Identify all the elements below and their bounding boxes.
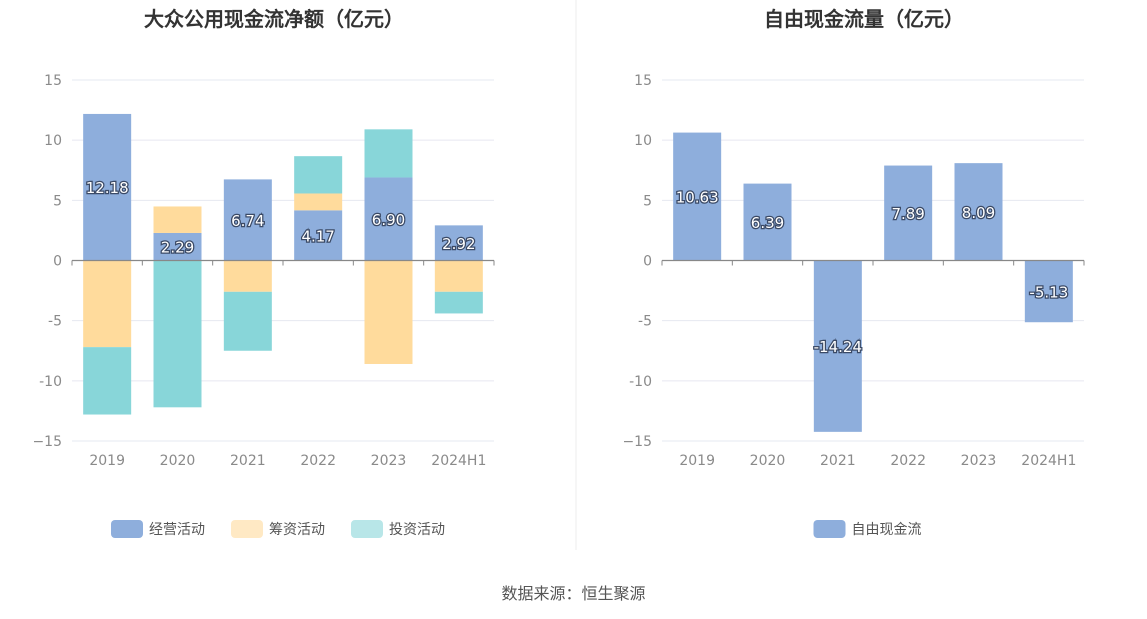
bar-3-2019 (83, 347, 132, 415)
data-label: -14.24 (814, 338, 862, 356)
y-tick-label: 15 (634, 73, 652, 89)
data-label: 2.92 (442, 235, 475, 253)
bar-3-2020 (153, 260, 202, 408)
chart-title: 自由现金流量（亿元） (764, 7, 964, 31)
y-tick-label: −15 (32, 434, 62, 450)
legend-item: 投资活动 (351, 520, 445, 538)
x-tick-label: 2019 (679, 453, 715, 469)
x-tick-label: 2022 (300, 453, 336, 469)
bar-2-2022 (294, 193, 343, 211)
x-tick-label: 2019 (89, 453, 125, 469)
y-tick-label: -10 (629, 374, 652, 390)
legend-item: 自由现金流 (813, 520, 922, 538)
y-tick-label: 10 (634, 133, 652, 149)
bar-1-2023 (954, 163, 1003, 261)
bar-1-2022 (294, 210, 343, 261)
data-label: 12.18 (86, 179, 129, 197)
chart-1: 大众公用现金流净额（亿元） 15 10 5 0 -5 -10 −15 12.18 2.29 6.74… (32, 7, 495, 538)
y-tick-label: 5 (53, 193, 62, 209)
data-label: 10.63 (676, 189, 719, 207)
data-label: 7.89 (891, 205, 924, 223)
data-label: 4.17 (301, 227, 334, 245)
data-source-note: 数据来源：恒生聚源 (501, 584, 646, 603)
legend-swatch (231, 520, 263, 538)
data-label: 2.29 (161, 239, 194, 257)
bar-3-2021 (223, 291, 272, 351)
legend-item: 筹资活动 (231, 520, 325, 538)
legend-swatch (111, 520, 143, 538)
x-tick-label: 2024H1 (1021, 453, 1076, 469)
y-tick-label: 0 (53, 254, 62, 270)
y-tick-label: -5 (48, 314, 62, 330)
x-tick-label: 2021 (820, 453, 856, 469)
bar-1-2020 (153, 232, 202, 261)
chart-title: 大众公用现金流净额（亿元） (144, 7, 404, 31)
charts-container: 大众公用现金流净额（亿元） 15 10 5 0 -5 -10 −15 12.18 2.29 6.74… (32, 0, 1085, 550)
bar-2-2021 (223, 260, 272, 292)
x-tick-label: 2021 (230, 453, 266, 469)
bar-3-2023 (364, 129, 413, 178)
bar-1-2022 (884, 165, 933, 261)
x-tick-label: 2020 (160, 453, 196, 469)
bar-1-2021 (813, 260, 862, 432)
bar-3-2022 (294, 156, 343, 194)
bar-2-2020 (153, 206, 202, 233)
bar-1-2019 (83, 113, 132, 261)
chart-2: 自由现金流量（亿元） 15 10 5 0 -5 -10 −15 10.63 6.39 -14.24 7… (622, 7, 1085, 538)
y-tick-label: 15 (44, 73, 62, 89)
x-tick-label: 2022 (890, 453, 926, 469)
y-tick-label: -10 (39, 374, 62, 390)
y-tick-label: 5 (643, 193, 652, 209)
y-tick-label: 0 (643, 254, 652, 270)
data-label: 6.74 (231, 212, 264, 230)
y-tick-label: -5 (638, 314, 652, 330)
bar-2-2024H1 (434, 260, 483, 292)
bar-1-2019 (673, 132, 722, 261)
bar-1-2024H1 (434, 225, 483, 261)
data-label: -5.13 (1029, 283, 1068, 301)
bar-2-2023 (364, 260, 413, 364)
legend-label: 筹资活动 (269, 521, 325, 538)
x-tick-label: 2023 (961, 453, 997, 469)
legend-item: 经营活动 (111, 520, 205, 538)
legend-swatch (351, 520, 383, 538)
bar-3-2024H1 (434, 291, 483, 314)
legend-label: 经营活动 (149, 522, 205, 538)
x-tick-label: 2024H1 (431, 453, 486, 469)
legend-swatch (813, 520, 846, 538)
data-label: 6.39 (751, 214, 784, 232)
x-tick-label: 2020 (750, 453, 786, 469)
bar-2-2019 (83, 260, 132, 348)
legend-label: 自由现金流 (852, 522, 922, 538)
y-tick-label: −15 (622, 434, 652, 450)
legend-label: 投资活动 (389, 522, 445, 538)
bar-1-2021 (223, 179, 272, 261)
x-tick-label: 2023 (371, 453, 407, 469)
bar-1-2024H1 (1024, 260, 1073, 323)
y-tick-label: 10 (44, 133, 62, 149)
data-label: 8.09 (962, 204, 995, 222)
bar-1-2023 (364, 177, 413, 261)
data-label: 6.90 (372, 211, 405, 229)
bar-1-2020 (743, 183, 792, 261)
